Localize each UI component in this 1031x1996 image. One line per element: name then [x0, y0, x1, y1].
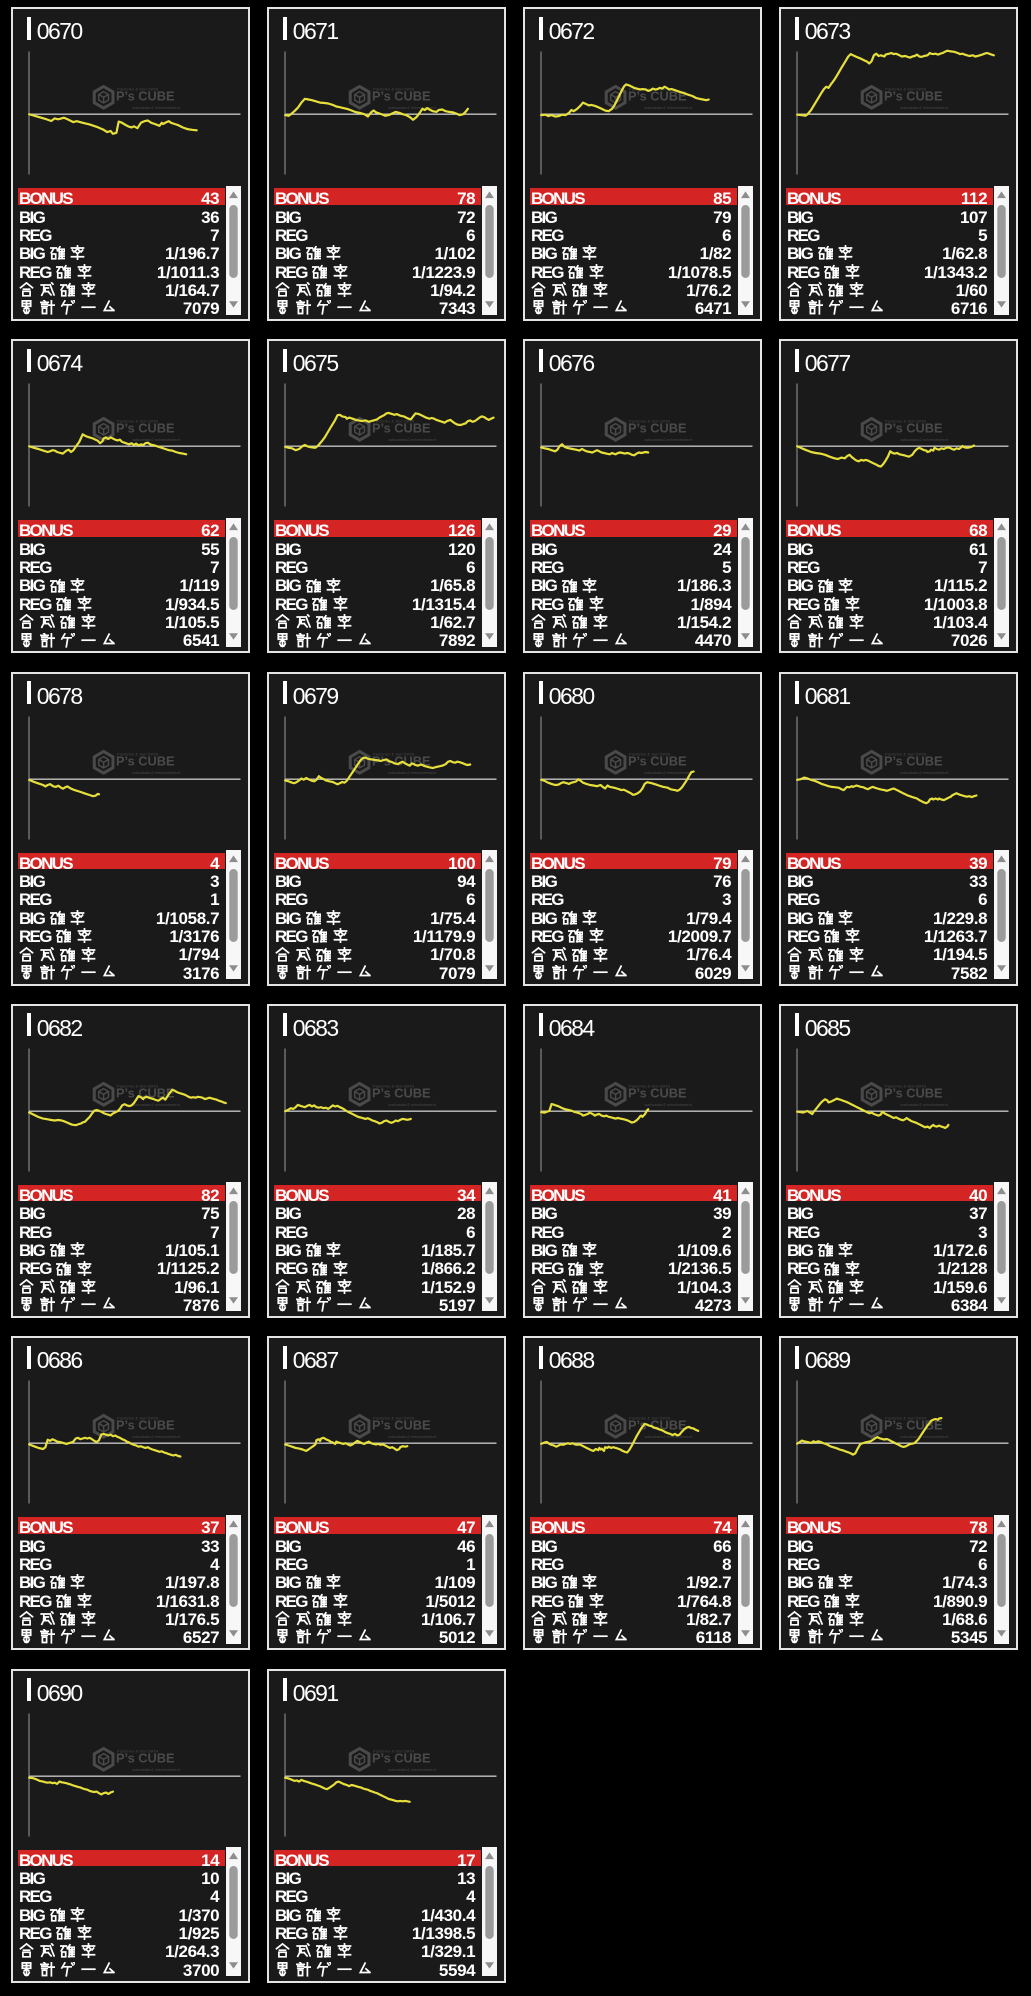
- svg-text:Pachinko & Slot DATA: Pachinko & Slot DATA: [373, 86, 415, 91]
- svg-text:P’s CUBE: P’s CUBE: [372, 421, 431, 436]
- svg-text:P’s CUBE: P’s CUBE: [628, 1085, 687, 1100]
- svg-text:wakuwaku2 entertainment: wakuwaku2 entertainment: [644, 105, 692, 110]
- svg-text:Pachinko & Slot DATA: Pachinko & Slot DATA: [373, 1748, 415, 1753]
- svg-text:P’s CUBE: P’s CUBE: [372, 1418, 431, 1433]
- svg-text:wakuwaku2 entertainment: wakuwaku2 entertainment: [388, 1102, 436, 1107]
- svg-text:wakuwaku2 entertainment: wakuwaku2 entertainment: [132, 1102, 180, 1107]
- svg-text:Pachinko & Slot DATA: Pachinko & Slot DATA: [117, 419, 159, 424]
- svg-text:wakuwaku2 entertainment: wakuwaku2 entertainment: [388, 105, 436, 110]
- svg-text:Pachinko & Slot DATA: Pachinko & Slot DATA: [373, 751, 415, 756]
- svg-text:wakuwaku2 entertainment: wakuwaku2 entertainment: [388, 437, 436, 442]
- svg-text:P’s CUBE: P’s CUBE: [884, 89, 943, 104]
- svg-text:P’s CUBE: P’s CUBE: [884, 421, 943, 436]
- svg-text:P’s CUBE: P’s CUBE: [628, 753, 687, 768]
- svg-text:wakuwaku2 entertainment: wakuwaku2 entertainment: [388, 1767, 436, 1772]
- svg-text:wakuwaku2 entertainment: wakuwaku2 entertainment: [644, 1434, 692, 1439]
- svg-text:P’s CUBE: P’s CUBE: [116, 1750, 175, 1765]
- svg-text:Pachinko & Slot DATA: Pachinko & Slot DATA: [117, 751, 159, 756]
- svg-text:wakuwaku2 entertainment: wakuwaku2 entertainment: [388, 1434, 436, 1439]
- svg-text:wakuwaku2 entertainment: wakuwaku2 entertainment: [132, 105, 180, 110]
- svg-text:P’s CUBE: P’s CUBE: [372, 1750, 431, 1765]
- svg-text:Pachinko & Slot DATA: Pachinko & Slot DATA: [373, 419, 415, 424]
- svg-text:Pachinko & Slot DATA: Pachinko & Slot DATA: [629, 1083, 671, 1088]
- svg-text:wakuwaku2 entertainment: wakuwaku2 entertainment: [900, 1102, 948, 1107]
- svg-text:Pachinko & Slot DATA: Pachinko & Slot DATA: [117, 1415, 159, 1420]
- svg-text:P’s CUBE: P’s CUBE: [372, 89, 431, 104]
- svg-text:wakuwaku2 entertainment: wakuwaku2 entertainment: [900, 437, 948, 442]
- svg-text:wakuwaku2 entertainment: wakuwaku2 entertainment: [388, 770, 436, 775]
- svg-text:wakuwaku2 entertainment: wakuwaku2 entertainment: [132, 437, 180, 442]
- svg-text:Pachinko & Slot DATA: Pachinko & Slot DATA: [117, 86, 159, 91]
- svg-text:Pachinko & Slot DATA: Pachinko & Slot DATA: [885, 86, 927, 91]
- svg-text:wakuwaku2 entertainment: wakuwaku2 entertainment: [132, 770, 180, 775]
- svg-text:P’s CUBE: P’s CUBE: [628, 1418, 687, 1433]
- svg-text:wakuwaku2 entertainment: wakuwaku2 entertainment: [900, 770, 948, 775]
- svg-text:Pachinko & Slot DATA: Pachinko & Slot DATA: [629, 86, 671, 91]
- svg-text:P’s CUBE: P’s CUBE: [116, 1085, 175, 1100]
- svg-text:wakuwaku2 entertainment: wakuwaku2 entertainment: [644, 770, 692, 775]
- svg-text:wakuwaku2 entertainment: wakuwaku2 entertainment: [132, 1434, 180, 1439]
- svg-text:Pachinko & Slot DATA: Pachinko & Slot DATA: [373, 1415, 415, 1420]
- svg-text:Pachinko & Slot DATA: Pachinko & Slot DATA: [885, 1415, 927, 1420]
- svg-text:P’s CUBE: P’s CUBE: [116, 1418, 175, 1433]
- svg-text:wakuwaku2 entertainment: wakuwaku2 entertainment: [644, 1102, 692, 1107]
- svg-text:Pachinko & Slot DATA: Pachinko & Slot DATA: [117, 1748, 159, 1753]
- svg-text:P’s CUBE: P’s CUBE: [628, 89, 687, 104]
- svg-text:Pachinko & Slot DATA: Pachinko & Slot DATA: [885, 1083, 927, 1088]
- svg-text:P’s CUBE: P’s CUBE: [372, 1085, 431, 1100]
- svg-text:wakuwaku2 entertainment: wakuwaku2 entertainment: [900, 105, 948, 110]
- svg-text:Pachinko & Slot DATA: Pachinko & Slot DATA: [629, 419, 671, 424]
- svg-text:P’s CUBE: P’s CUBE: [884, 1418, 943, 1433]
- svg-text:P’s CUBE: P’s CUBE: [628, 421, 687, 436]
- svg-text:wakuwaku2 entertainment: wakuwaku2 entertainment: [644, 437, 692, 442]
- svg-text:Pachinko & Slot DATA: Pachinko & Slot DATA: [629, 1415, 671, 1420]
- svg-text:Pachinko & Slot DATA: Pachinko & Slot DATA: [373, 1083, 415, 1088]
- svg-text:wakuwaku2 entertainment: wakuwaku2 entertainment: [132, 1767, 180, 1772]
- svg-text:P’s CUBE: P’s CUBE: [884, 753, 943, 768]
- svg-text:Pachinko & Slot DATA: Pachinko & Slot DATA: [629, 751, 671, 756]
- svg-text:Pachinko & Slot DATA: Pachinko & Slot DATA: [885, 419, 927, 424]
- svg-text:wakuwaku2 entertainment: wakuwaku2 entertainment: [900, 1434, 948, 1439]
- svg-text:Pachinko & Slot DATA: Pachinko & Slot DATA: [885, 751, 927, 756]
- svg-text:Pachinko & Slot DATA: Pachinko & Slot DATA: [117, 1083, 159, 1088]
- svg-text:P’s CUBE: P’s CUBE: [116, 421, 175, 436]
- svg-text:P’s CUBE: P’s CUBE: [116, 753, 175, 768]
- svg-text:P’s CUBE: P’s CUBE: [116, 89, 175, 104]
- svg-text:P’s CUBE: P’s CUBE: [884, 1085, 943, 1100]
